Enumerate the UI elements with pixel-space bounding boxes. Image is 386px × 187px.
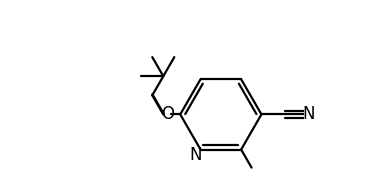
Text: N: N <box>189 146 202 164</box>
Text: N: N <box>302 105 315 123</box>
Text: O: O <box>161 105 174 123</box>
